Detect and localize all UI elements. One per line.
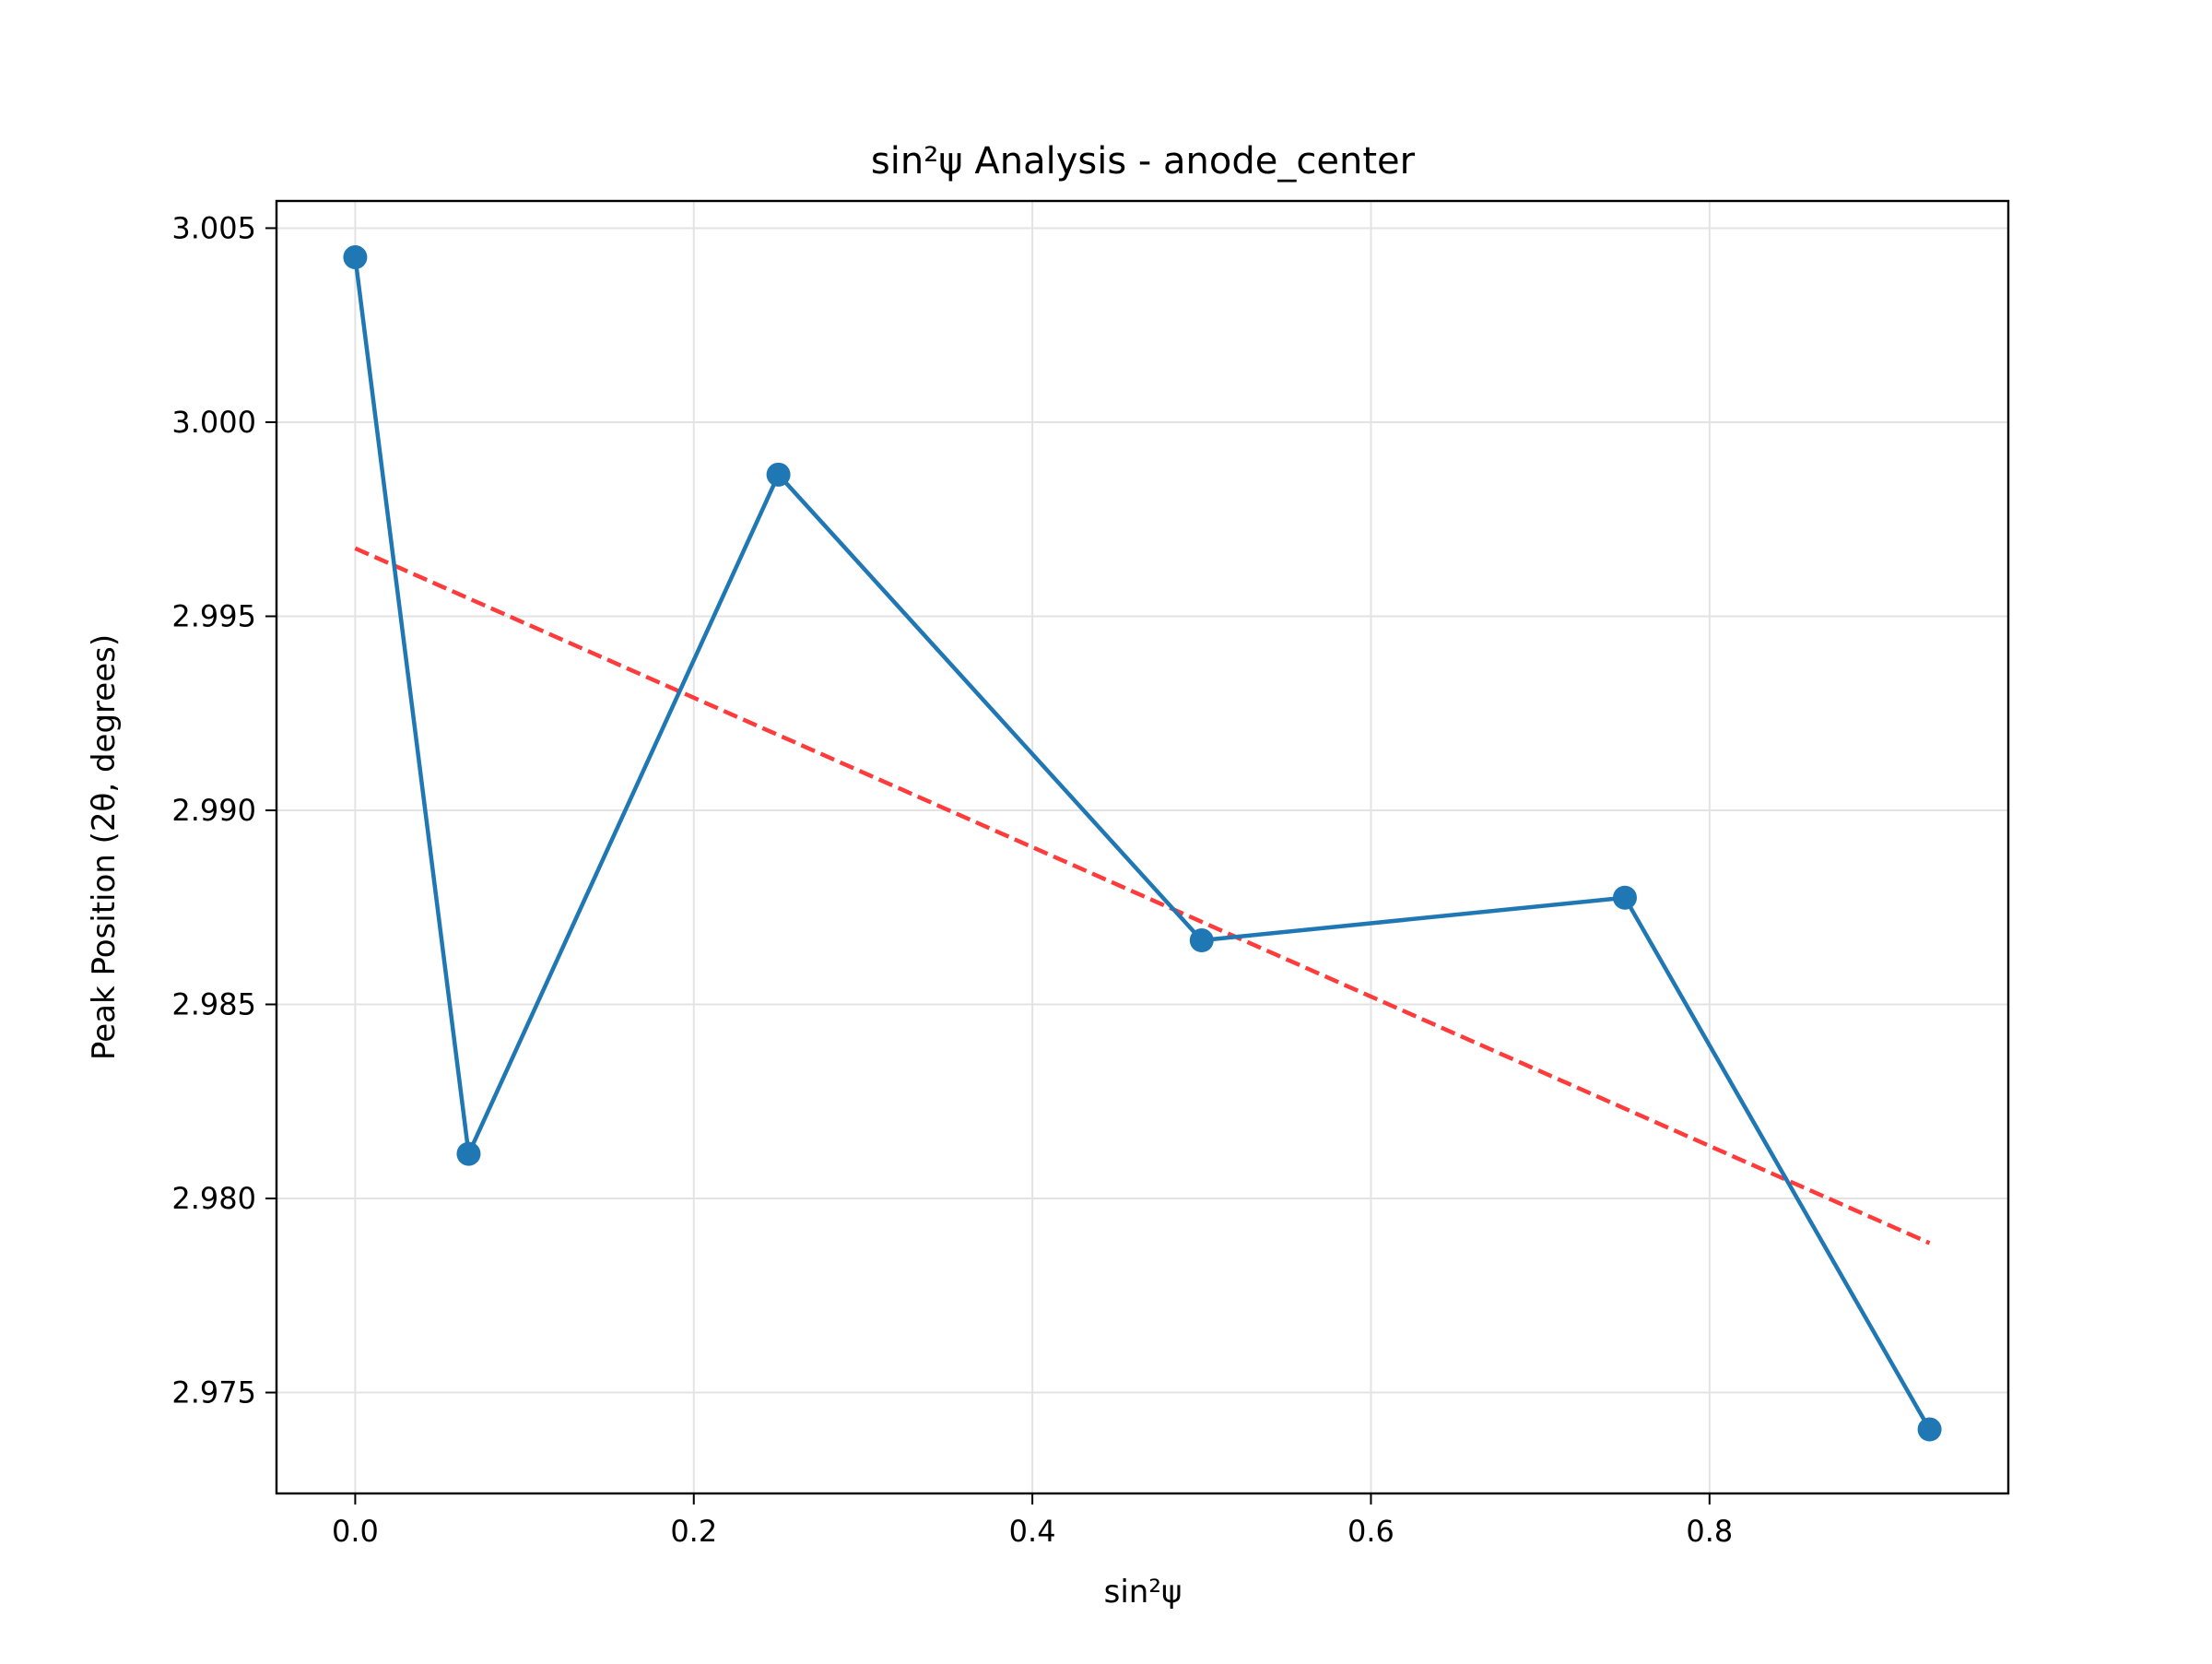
data-point xyxy=(1917,1417,1942,1442)
data-point xyxy=(343,245,368,270)
grid-layer xyxy=(276,201,2008,1493)
fit-line xyxy=(354,546,1931,1245)
y-tick-label: 2.975 xyxy=(171,1375,256,1410)
tick-layer: 0.0 0.2 0.4 0.6 0.8 2.975 2.980 2.985 2.990 2.995… xyxy=(171,210,1733,1549)
data-series-line xyxy=(353,256,1932,1431)
y-tick-label: 3.005 xyxy=(171,210,256,245)
x-tick-label: 0.8 xyxy=(1686,1514,1733,1549)
x-axis-label: sin²ψ xyxy=(1104,1574,1182,1611)
x-tick-label: 0.6 xyxy=(1347,1514,1394,1549)
plot-frame xyxy=(275,199,2010,1495)
y-tick-label: 3.000 xyxy=(171,405,256,440)
chart-title: sin²ψ Analysis - anode_center xyxy=(871,140,1416,183)
data-point xyxy=(1612,885,1637,910)
y-tick-label: 2.980 xyxy=(171,1181,256,1216)
fit-layer xyxy=(354,546,1931,1245)
series-layer xyxy=(343,245,1942,1442)
y-tick-label: 2.985 xyxy=(171,987,256,1022)
x-tick-label: 0.4 xyxy=(1009,1514,1056,1549)
data-point xyxy=(1189,928,1214,953)
x-tick-label: 0.0 xyxy=(332,1514,379,1549)
y-tick-label: 2.995 xyxy=(171,598,256,633)
y-axis-label: Peak Position (2θ, degrees) xyxy=(86,634,123,1060)
x-tick-label: 0.2 xyxy=(670,1514,717,1549)
data-point xyxy=(456,1141,481,1166)
data-point xyxy=(766,462,791,487)
y-tick-label: 2.990 xyxy=(171,793,256,828)
